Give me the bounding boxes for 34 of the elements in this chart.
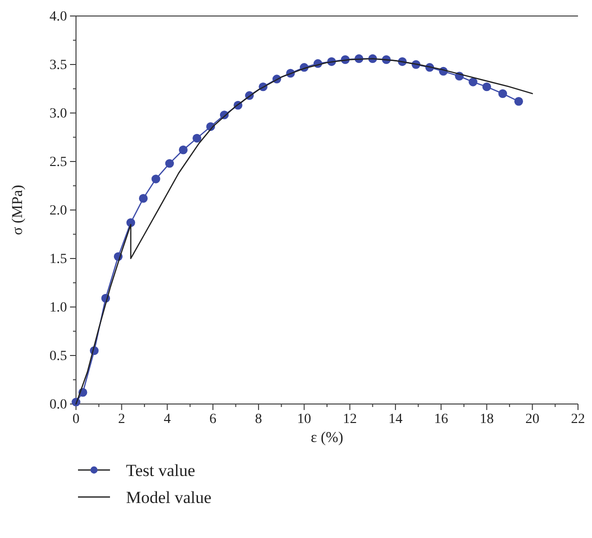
point (498, 89, 508, 98)
point (192, 134, 202, 143)
y-axis-title: σ (MPa) (10, 184, 26, 236)
legend-label: Test value (126, 461, 196, 480)
x-tick-label: 8 (255, 412, 262, 427)
point (514, 97, 524, 106)
y-tick-label: 2.5 (50, 154, 67, 170)
point (482, 82, 492, 92)
y-tick-label: 1.5 (50, 252, 67, 267)
x-tick-label: 6 (209, 412, 216, 427)
y-tick-label: 4.0 (50, 9, 67, 24)
y-tick-label: 1.0 (50, 300, 67, 316)
x-tick-label: 14 (388, 412, 402, 427)
y-tick-label: 3.0 (50, 106, 67, 122)
x-tick-label: 4 (164, 412, 171, 427)
y-tick-label: 3.5 (50, 58, 67, 73)
y-tick-label: 0.5 (50, 348, 67, 364)
x-tick-label: 16 (434, 412, 448, 427)
legend-label: Model value (126, 488, 212, 507)
x-axis-title: ε (%) (310, 430, 344, 446)
x-tick-label: 20 (525, 412, 540, 427)
point (165, 159, 174, 168)
x-tick-label: 18 (480, 412, 494, 427)
point (138, 194, 148, 203)
x-tick-label: 12 (342, 412, 357, 427)
x-tick-label: 10 (297, 412, 312, 427)
x-tick-label: 0 (72, 412, 80, 427)
y-tick-label: 0.0 (50, 397, 67, 412)
x-tick-label: 22 (571, 412, 585, 427)
point (151, 174, 160, 184)
point (468, 78, 478, 86)
y-tick-label: 2.0 (50, 203, 67, 218)
point (178, 146, 188, 154)
x-tick-label: 2 (118, 412, 126, 427)
